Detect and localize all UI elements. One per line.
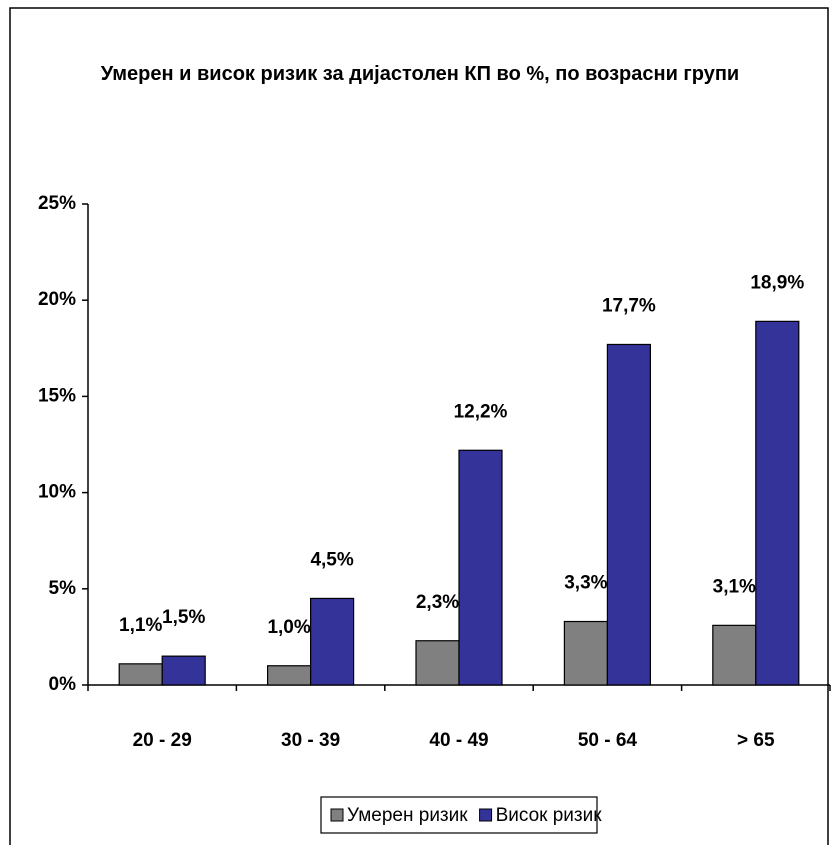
value-label: 12,2%	[454, 401, 508, 422]
chart-title: Умерен и висок ризик за дијастолен КП во…	[100, 63, 740, 85]
y-tick-label: 0%	[49, 674, 77, 695]
bar	[712, 624, 757, 686]
value-label: 3,3%	[564, 573, 607, 594]
y-tick-label: 25%	[38, 193, 76, 214]
y-tick-label: 15%	[38, 385, 76, 406]
value-label: 3,1%	[713, 576, 756, 597]
bar	[267, 665, 312, 686]
chart-border	[9, 7, 829, 845]
value-label: 1,5%	[162, 607, 205, 628]
y-tick-label: 10%	[38, 482, 76, 503]
value-label: 4,5%	[310, 549, 353, 570]
legend-label: Умерен ризик	[347, 805, 468, 826]
legend-swatch	[330, 808, 344, 822]
legend-label: Висок ризик	[496, 805, 603, 826]
legend-swatch	[479, 808, 493, 822]
bar	[161, 655, 206, 686]
x-tick-label: 50 - 64	[578, 730, 638, 751]
value-label: 18,9%	[750, 272, 804, 293]
bar	[118, 663, 163, 686]
bar	[755, 320, 800, 686]
value-label: 1,0%	[267, 617, 310, 638]
legend-box	[320, 796, 598, 834]
x-tick-label: > 65	[737, 730, 775, 751]
bar	[415, 640, 460, 686]
bar	[606, 343, 652, 686]
value-label: 17,7%	[602, 295, 656, 316]
y-tick-label: 20%	[38, 289, 76, 310]
bar	[310, 597, 355, 686]
x-tick-label: 40 - 49	[429, 730, 488, 751]
x-tick-label: 30 - 39	[281, 730, 340, 751]
y-tick-label: 5%	[49, 578, 77, 599]
value-label: 2,3%	[416, 592, 459, 613]
bar	[563, 620, 609, 686]
x-tick-label: 20 - 29	[133, 730, 192, 751]
value-label: 1,1%	[119, 615, 162, 636]
bar	[458, 449, 503, 686]
